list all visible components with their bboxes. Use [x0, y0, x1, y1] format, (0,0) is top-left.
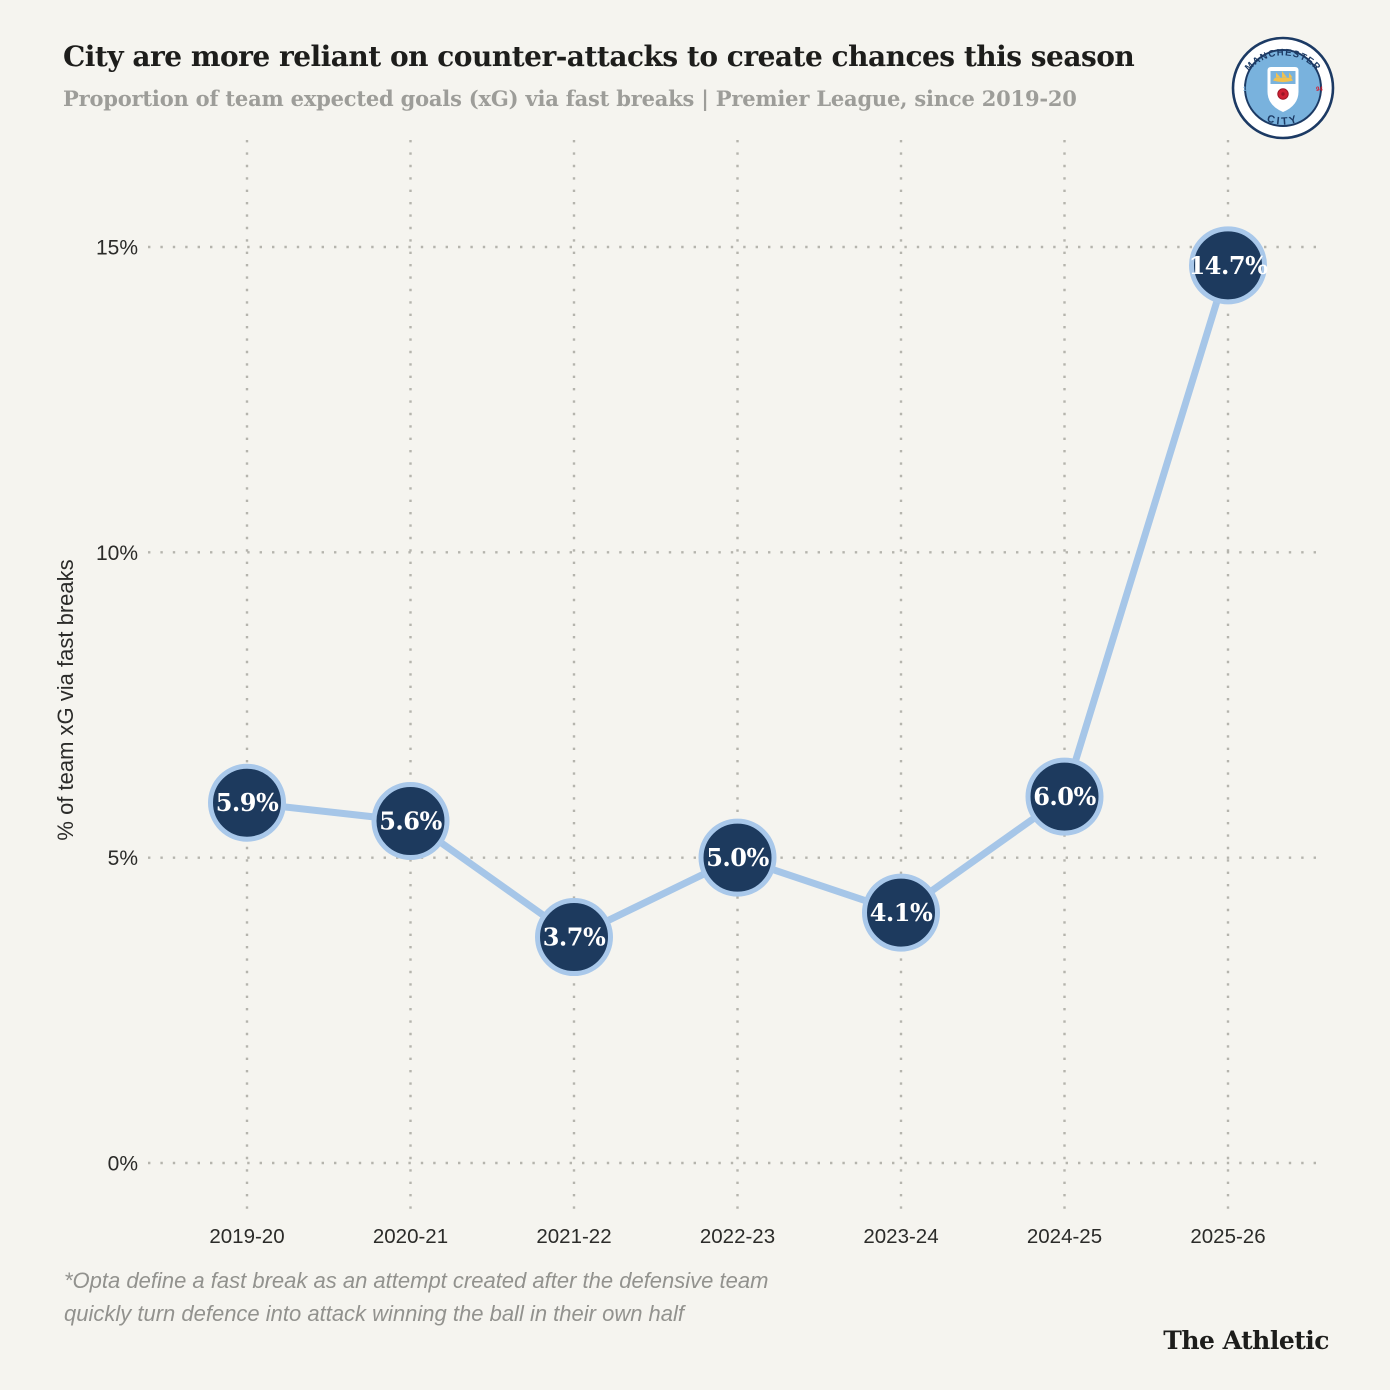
data-point-label: 14.7% [1189, 251, 1268, 280]
y-axis-title: % of team xG via fast breaks [53, 559, 78, 840]
badge-text-city: CITY [1266, 113, 1299, 128]
chart-title: City are more reliant on counter-attacks… [63, 40, 1135, 73]
data-point-2023-24 [862, 873, 940, 952]
y-tick-label: 15% [96, 237, 138, 260]
x-tick-label: 2019-20 [209, 1225, 284, 1248]
x-tick-label: 2025-26 [1190, 1225, 1265, 1248]
y-tick-label: 0% [108, 1153, 138, 1176]
data-point-2025-26 [1189, 226, 1267, 305]
data-point-2019-20 [208, 763, 286, 842]
x-tick-label: 2021-22 [536, 1225, 611, 1248]
badge-shield [1267, 67, 1299, 112]
athletic-wordmark: The Athletic [1163, 1326, 1329, 1355]
data-point-2021-22 [535, 898, 613, 977]
data-point-label: 5.9% [216, 788, 279, 817]
data-point-2020-21 [371, 782, 450, 861]
badge-ship-icon [1273, 71, 1293, 83]
data-point-2022-23 [698, 818, 777, 897]
y-tick-label: 10% [96, 542, 138, 565]
chart-subtitle: Proportion of team expected goals (xG) v… [63, 86, 1077, 111]
x-tick-label: 2024-25 [1027, 1225, 1102, 1248]
y-tick-label: 5% [108, 847, 138, 870]
svg-text:CITY: CITY [1266, 113, 1301, 128]
data-point-label: 5.0% [706, 843, 769, 872]
data-point-label: 6.0% [1033, 782, 1096, 811]
x-tick-label: 2022-23 [700, 1225, 775, 1248]
data-point-2024-25 [1025, 757, 1104, 836]
badge-text-1894-left: 18 [1243, 87, 1250, 93]
data-point-label: 3.7% [543, 923, 606, 952]
data-point-label: 5.6% [379, 807, 442, 836]
x-tick-label: 2020-21 [373, 1225, 448, 1248]
badge-text-1894-right: 94 [1316, 87, 1323, 93]
footnote: *Opta define a fast break as an attempt … [64, 1268, 769, 1326]
data-point-label: 4.1% [870, 898, 933, 927]
manchester-city-badge-icon: MANCHESTER CITY 18 94 [1231, 36, 1335, 140]
x-tick-label: 2023-24 [863, 1225, 938, 1248]
